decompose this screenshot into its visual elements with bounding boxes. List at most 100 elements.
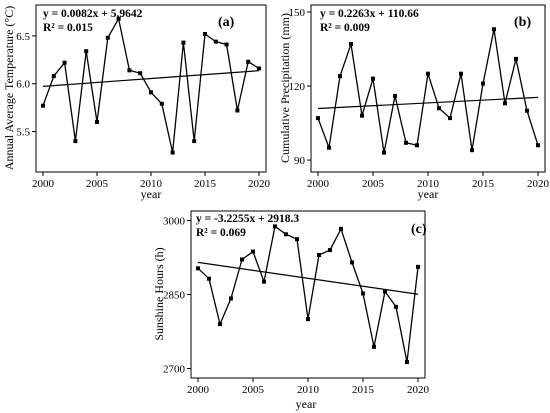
panel-c-data-point: [317, 253, 321, 258]
panel-a-data-point: [181, 40, 186, 45]
panel-b-data-point: [382, 150, 386, 155]
panel-c-r2: R² = 0.069: [196, 227, 246, 239]
panel-b-ytick-label: 90: [294, 155, 306, 167]
panel-c-ylabel: Sunshine Hours (h): [152, 247, 166, 340]
panel-a-data-point: [246, 59, 251, 64]
panel-b-data-point: [503, 101, 507, 106]
panel-b-data-point: [514, 56, 518, 61]
panel-b-xlabel: year: [418, 187, 439, 201]
panel-b-xtick-label: 2000: [307, 178, 330, 190]
panel-c-data-point: [229, 296, 233, 301]
panel-c-data-point: [196, 266, 200, 271]
panel-c-data-point: [394, 304, 398, 309]
panel-a-data-point: [138, 71, 143, 76]
panel-b-data-point: [459, 71, 463, 76]
panel-b-trend-line: [317, 96, 539, 110]
panel-b-r2: R² = 0.009: [320, 22, 370, 34]
panel-b-data-point: [316, 116, 320, 121]
panel-b-data-point: [448, 116, 452, 121]
panel-b-label: (b): [514, 15, 531, 30]
panel-b-data-point: [349, 42, 353, 47]
panel-b-data-point: [415, 143, 419, 148]
panel-a-data-point: [149, 90, 153, 95]
panel-b-data-point: [404, 140, 408, 145]
panel-a-series-line: [42, 18, 260, 154]
panel-a-data-point: [235, 108, 240, 113]
panel-c-trend-line: [197, 261, 419, 295]
panel-c-xtick-label: 2020: [407, 384, 430, 396]
panel-a-data-point: [257, 66, 261, 71]
panel-c-ytick-label: 2850: [163, 290, 186, 302]
panel-c-data-point: [273, 224, 277, 229]
panel-c-data-point: [295, 237, 299, 242]
panel-a-equation: y = 0.0082x + 5.9642: [43, 8, 143, 20]
panel-c-ytick-label: 3000: [163, 215, 186, 227]
panel-c-data-point: [262, 279, 266, 284]
panel-c-data-point: [251, 249, 255, 254]
panel-a-xtick-label: 2015: [194, 178, 217, 190]
panel-a-data-point: [159, 101, 164, 106]
panel-a-data-point: [73, 139, 78, 144]
panel-b-xtick-label: 2015: [472, 178, 495, 190]
panel-b-data-point: [360, 113, 364, 118]
panel-b-ytick-label: 150: [289, 7, 306, 19]
panel-c-label: (c): [411, 222, 427, 237]
panel-c-data-point: [339, 226, 343, 231]
panel-b-xtick-label: 2005: [362, 178, 385, 190]
panel-c-series-line: [197, 225, 419, 363]
panel-a-data-point: [95, 119, 99, 124]
panel-b-data-point: [426, 71, 430, 76]
panel-c-equation: y = -3.2255x + 2918.3: [196, 213, 299, 225]
panel-c-xtick-label: 2000: [187, 384, 210, 396]
panel-b-xtick-label: 2020: [527, 178, 550, 190]
panel-c-xtick-label: 2010: [297, 384, 320, 396]
panel-a-data-point: [62, 60, 67, 65]
panel-b-data-point: [470, 148, 474, 153]
panel-c-data-point: [284, 232, 288, 237]
panel-c-data-point: [240, 257, 244, 262]
panel-a-data-point: [170, 150, 175, 155]
panel-a-r2: R² = 0.015: [43, 22, 93, 34]
panel-a-data-point: [84, 49, 89, 54]
panel-a-ytick-label: 6.5: [16, 31, 30, 43]
panel-b-data-point: [525, 108, 529, 113]
panel-c-data-point: [218, 322, 222, 327]
panel-b-data-point: [481, 81, 485, 86]
panel-c-data-point: [361, 291, 365, 296]
panel-c: Sunshine Hours (h) year y = -3.2255x + 2…: [152, 210, 430, 411]
panel-c-xtick-label: 2005: [242, 384, 265, 396]
panel-c-data-point: [416, 264, 420, 269]
panel-a-data-point: [203, 31, 207, 36]
panel-b: Cumulative Precipitation (mm) year y = 0…: [278, 4, 550, 201]
panel-a-data-point: [127, 68, 132, 73]
panel-c-data-point: [207, 276, 211, 281]
panel-b-data-point: [338, 74, 342, 79]
panel-a-ytick-label: 5.5: [16, 127, 30, 139]
panel-b-data-point: [327, 145, 331, 150]
panel-a-data-point: [41, 103, 45, 108]
panel-c-data-point: [350, 260, 354, 265]
panel-c-data-point: [405, 360, 409, 365]
panel-a-data-point: [51, 74, 56, 79]
panel-b-ylabel: Cumulative Precipitation (mm): [278, 13, 292, 163]
panel-b-data-point: [492, 27, 496, 32]
panel-b-series-line: [317, 28, 539, 154]
panel-a-xtick-label: 2020: [248, 178, 271, 190]
panel-a-xlabel: year: [141, 187, 162, 201]
panel-a-xtick-label: 2005: [86, 178, 109, 190]
panel-c-data-point: [328, 248, 332, 253]
panel-a-data-point: [213, 39, 218, 44]
panel-a-data-point: [105, 35, 110, 40]
panel-c-data-point: [306, 317, 310, 322]
panel-b-data-point: [536, 143, 540, 148]
panel-c-ytick-label: 2700: [163, 364, 186, 376]
panel-a-xtick-label: 2010: [140, 178, 163, 190]
panel-a-ylabel: Annual Average Temperature (°C): [2, 6, 16, 170]
panel-b-ytick-label: 120: [289, 81, 306, 93]
panel-b-data-point: [393, 93, 397, 98]
panel-b-data-point: [437, 106, 441, 111]
panel-b-equation: y = 0.2263x + 110.66: [320, 8, 419, 20]
panel-c-data-point: [383, 289, 387, 294]
panel-b-xtick-label: 2010: [417, 178, 440, 190]
panel-a-data-point: [224, 42, 229, 47]
